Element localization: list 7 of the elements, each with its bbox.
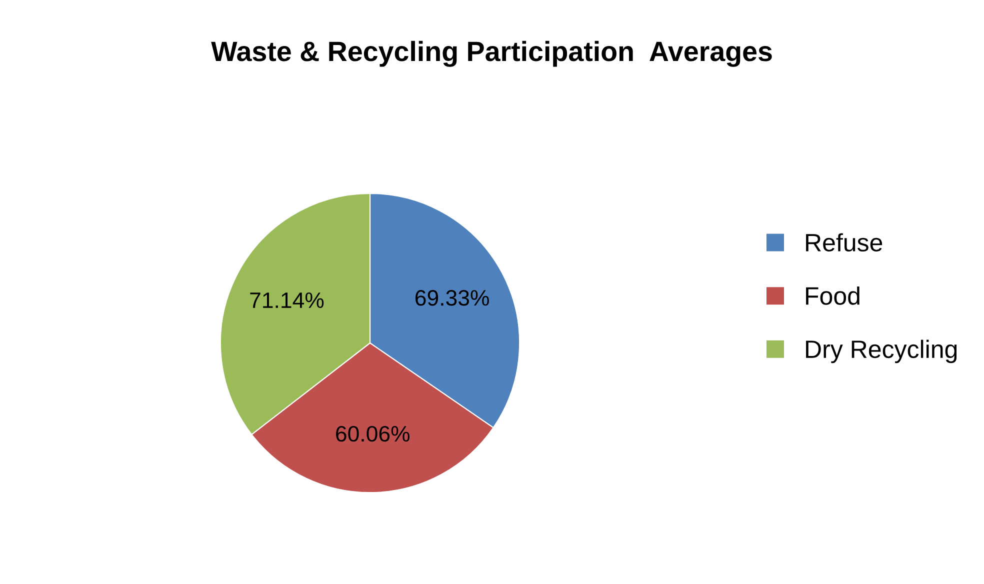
data-label: 69.33% bbox=[416, 290, 489, 306]
chart-title: Waste & Recycling Participation Averages bbox=[211, 40, 772, 67]
data-label: 71.14% bbox=[250, 292, 324, 308]
data-label: 60.06% bbox=[336, 426, 410, 442]
legend-label: Dry Recycling bbox=[806, 340, 957, 364]
legend-label: Refuse bbox=[806, 233, 882, 252]
legend-label: Food bbox=[806, 286, 860, 305]
